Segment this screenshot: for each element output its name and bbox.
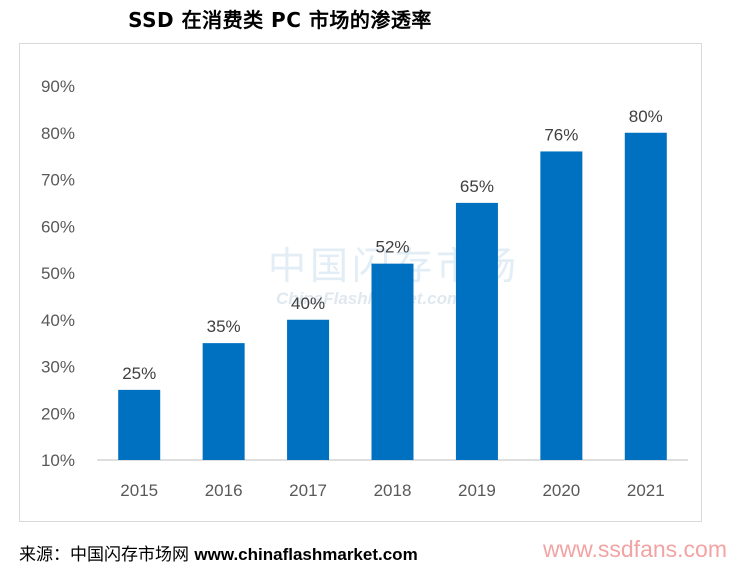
chart-title: SSD 在消费类 PC 市场的渗透率 [128, 8, 432, 32]
x-tick-label: 2020 [542, 481, 580, 500]
watermark-en: ChinaFlashMarket.com [276, 289, 462, 308]
y-tick-label: 40% [41, 311, 75, 330]
x-tick-label: 2015 [120, 481, 158, 500]
data-label: 65% [460, 177, 494, 196]
y-tick-label: 30% [41, 358, 75, 377]
y-tick-label: 70% [41, 171, 75, 190]
y-tick-label: 10% [41, 451, 75, 470]
data-label: 40% [291, 294, 325, 313]
data-labels: 25% 35% 40% 52% 65% 76% 80% [122, 107, 663, 383]
source-note: 来源：中国闪存市场网 www.chinaflashmarket.com [19, 540, 418, 565]
y-tick-label: 20% [41, 404, 75, 423]
data-label: 80% [629, 107, 663, 126]
chart-frame [19, 43, 702, 522]
data-label: 52% [375, 238, 409, 257]
x-tick-label: 2018 [374, 481, 412, 500]
x-tick-label: 2021 [627, 481, 665, 500]
x-tick-label: 2019 [458, 481, 496, 500]
y-tick-label: 50% [41, 264, 75, 283]
bar [624, 132, 667, 460]
y-tick-label: 80% [41, 124, 75, 143]
bar [287, 319, 330, 460]
bar [540, 151, 583, 460]
bar [202, 343, 245, 460]
y-tick-label: 90% [41, 77, 75, 96]
data-label: 76% [544, 125, 578, 144]
bar [371, 263, 414, 460]
bar [455, 202, 498, 460]
x-tick-label: 2017 [289, 481, 327, 500]
brand-watermark: www.ssdfans.com [542, 536, 727, 562]
source-site-link[interactable]: www.chinaflashmarket.com [194, 545, 418, 564]
x-tick-labels: 2015 2016 2017 2018 2019 2020 2021 [120, 481, 664, 500]
bar [118, 389, 161, 460]
data-label: 25% [122, 364, 156, 383]
x-tick-label: 2016 [205, 481, 243, 500]
source-prefix: 来源：中国闪存市场网 [19, 545, 189, 565]
y-tick-label: 60% [41, 217, 75, 236]
y-tick-labels: 10% 20% 30% 40% 50% 60% 70% 80% 90% [41, 77, 75, 470]
data-label: 35% [207, 317, 241, 336]
bars [118, 132, 667, 460]
